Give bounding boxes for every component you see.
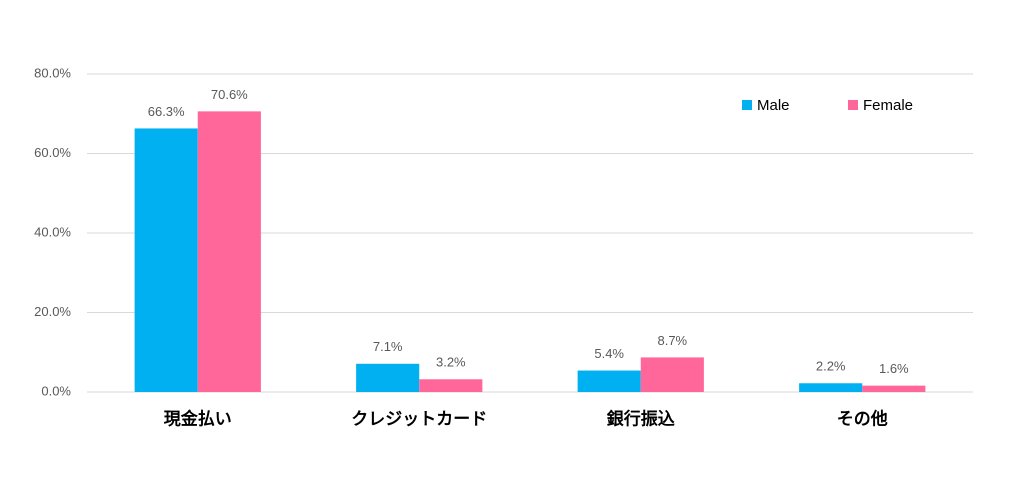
- y-tick-label: 40.0%: [34, 224, 71, 239]
- bar: [419, 379, 483, 392]
- bar: [134, 128, 198, 392]
- legend-label: Female: [863, 97, 913, 114]
- legend-swatch: [742, 100, 752, 110]
- y-tick-label: 0.0%: [41, 383, 71, 398]
- x-tick-label: その他: [837, 408, 888, 428]
- bar: [577, 370, 641, 392]
- bar: [862, 385, 926, 392]
- bar: [356, 363, 420, 392]
- x-tick-label: 銀行振込: [607, 408, 675, 428]
- y-tick-label: 20.0%: [34, 304, 71, 319]
- data-label: 3.2%: [436, 355, 466, 370]
- data-label: 7.1%: [373, 339, 403, 354]
- bar: [640, 357, 704, 392]
- legend-swatch: [848, 100, 858, 110]
- y-tick-label: 80.0%: [34, 65, 71, 80]
- data-label: 8.7%: [657, 333, 687, 348]
- y-tick-label: 60.0%: [34, 145, 71, 160]
- data-label: 70.6%: [211, 87, 248, 102]
- data-label: 5.4%: [594, 346, 624, 361]
- bar: [197, 111, 261, 393]
- bar: [799, 383, 863, 392]
- legend-label: Male: [757, 97, 790, 114]
- data-label: 2.2%: [816, 359, 846, 374]
- x-tick-label: クレジットカード: [351, 409, 487, 428]
- data-label: 1.6%: [879, 361, 909, 376]
- x-tick-label: 現金払い: [164, 408, 232, 428]
- data-label: 66.3%: [148, 104, 185, 119]
